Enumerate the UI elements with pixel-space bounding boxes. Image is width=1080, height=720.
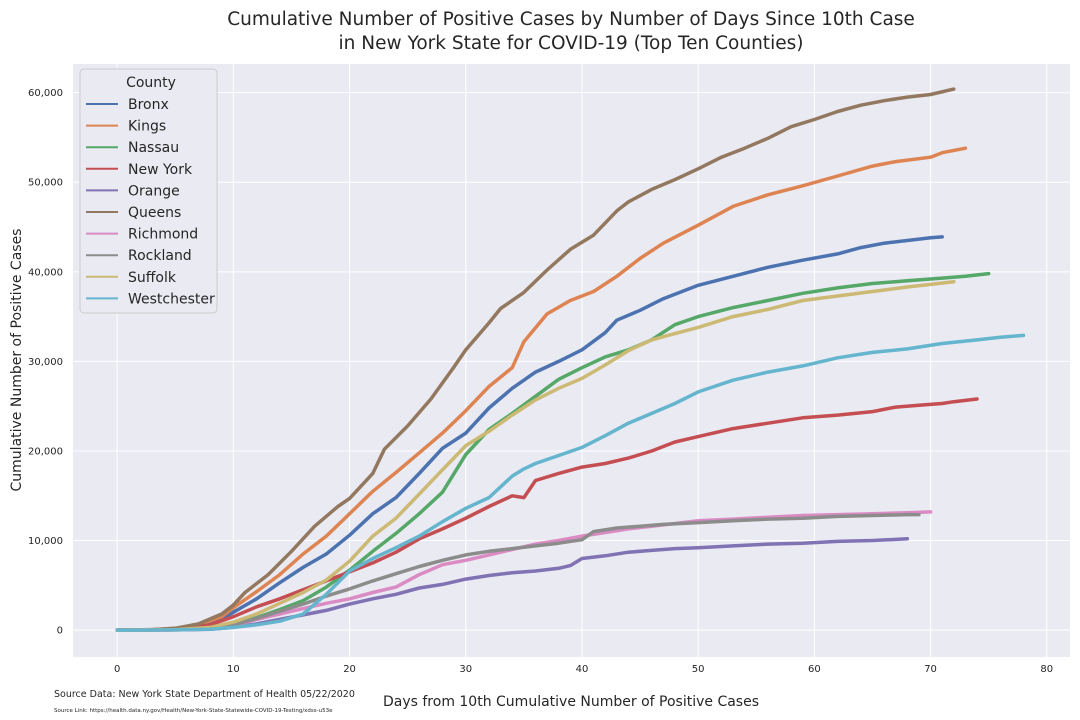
legend-box	[79, 68, 218, 314]
series-line-queens	[115, 87, 956, 632]
x-tick-label: 10	[227, 664, 240, 675]
y-tick-label: 40,000	[28, 267, 63, 278]
legend-label-richmond: Richmond	[128, 227, 198, 243]
y-axis-label: Cumulative Number of Positive Cases	[9, 229, 25, 492]
series-line-rockland	[115, 512, 921, 632]
x-tick-label: 70	[924, 664, 937, 675]
y-tick-label: 50,000	[28, 178, 63, 189]
legend-label-bronx: Bronx	[128, 97, 169, 113]
tick-labels: 0 10 20 30 40 50 60 70 80 0 10,000 20,000 30,000 40,0…	[28, 88, 1053, 675]
legend-label-westchester: Westchester	[128, 291, 215, 307]
series-line-new-york	[115, 397, 979, 632]
legend-label-suffolk: Suffolk	[128, 270, 177, 286]
chart-title-line-1: Cumulative Number of Positive Cases by N…	[227, 9, 915, 30]
legend: County Bronx Kings Nassau New York Orange Que…	[79, 68, 218, 314]
grid-lines	[73, 64, 1070, 657]
legend-label-kings: Kings	[128, 119, 166, 135]
y-tick-label: 10,000	[28, 536, 63, 547]
x-tick-label: 0	[114, 664, 120, 675]
x-tick-label: 80	[1040, 664, 1053, 675]
plot-area	[73, 64, 1070, 657]
legend-label-queens: Queens	[128, 205, 181, 221]
legend-label-nassau: Nassau	[128, 140, 179, 156]
legend-label-rockland: Rockland	[128, 248, 192, 264]
legend-title: County	[126, 75, 176, 91]
x-tick-label: 20	[343, 664, 356, 675]
y-tick-label: 0	[57, 626, 63, 637]
series-line-suffolk	[115, 279, 956, 632]
x-axis-label: Days from 10th Cumulative Number of Posi…	[383, 694, 759, 710]
y-tick-label: 30,000	[28, 357, 63, 368]
series-line-westchester	[115, 333, 1026, 632]
legend-label-new-york: New York	[128, 162, 193, 178]
source-data-text: Source Data: New York State Department o…	[54, 689, 355, 700]
series-lines	[115, 87, 1026, 632]
series-line-kings	[115, 146, 968, 632]
chart-title-line-2: in New York State for COVID-19 (Top Ten …	[339, 33, 804, 54]
y-tick-label: 60,000	[28, 88, 63, 99]
series-line-nassau	[115, 271, 991, 632]
x-tick-label: 50	[692, 664, 705, 675]
x-tick-label: 60	[808, 664, 821, 675]
legend-label-orange: Orange	[128, 183, 180, 199]
x-tick-label: 30	[459, 664, 472, 675]
series-line-bronx	[115, 235, 944, 632]
x-tick-label: 40	[576, 664, 589, 675]
source-link-text: Source Link: https://health.data.ny.gov/…	[54, 708, 333, 714]
y-tick-label: 20,000	[28, 446, 63, 457]
